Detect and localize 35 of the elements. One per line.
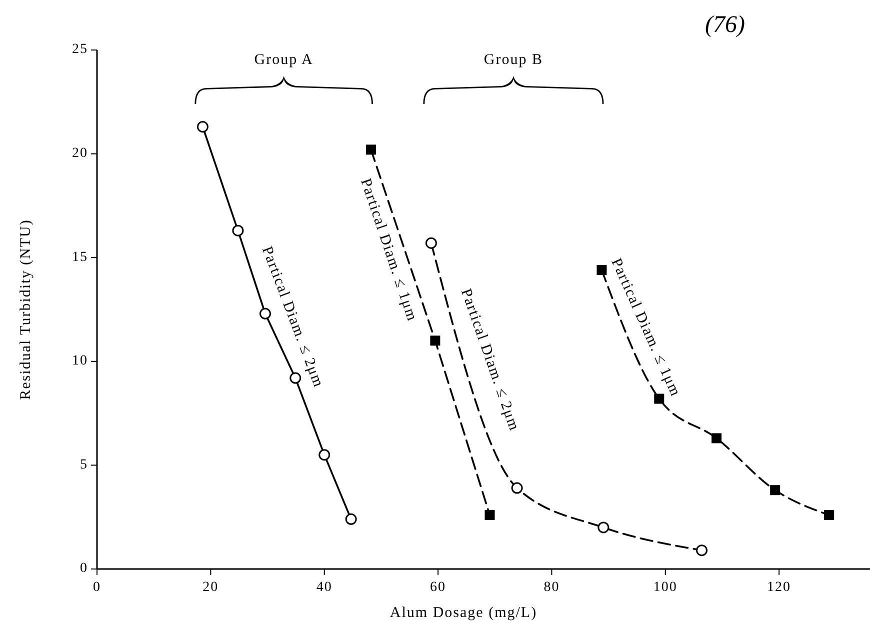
point (484, 510, 495, 520)
y-tick-label: 10 (72, 354, 88, 369)
x-tick-label: 20 (202, 580, 219, 595)
point (318, 449, 330, 461)
annotation: Group A (254, 52, 314, 68)
x-tick-label: 120 (767, 580, 792, 595)
x-axis-title: Alum Dosage (mg/L) (390, 605, 538, 621)
point (366, 144, 376, 155)
point (598, 522, 610, 534)
point (696, 544, 708, 556)
point (232, 224, 244, 236)
annotation: Group B (484, 52, 544, 68)
point (712, 433, 722, 444)
point (596, 265, 607, 276)
x-tick-label: 60 (430, 580, 446, 595)
y-tick-label: 0 (80, 561, 88, 576)
text: (76) (705, 12, 745, 38)
point (196, 121, 208, 133)
y-axis-title: Residual Turbidity (NTU) (18, 219, 34, 400)
point (425, 237, 437, 249)
point (824, 510, 834, 520)
y-tick-label: 15 (72, 250, 88, 265)
x-tick-label: 40 (316, 580, 332, 595)
point (511, 482, 523, 494)
point (770, 485, 780, 496)
point (345, 513, 357, 525)
x-tick-label: 80 (544, 580, 560, 595)
y-tick-label: 5 (80, 457, 88, 472)
y-tick-label: 25 (72, 42, 88, 58)
y-tick-label: 20 (72, 146, 88, 162)
point (430, 336, 440, 346)
x-tick-label: 100 (653, 580, 678, 595)
point (259, 308, 271, 320)
x-tick-label: 0 (93, 580, 101, 595)
point (290, 372, 302, 384)
